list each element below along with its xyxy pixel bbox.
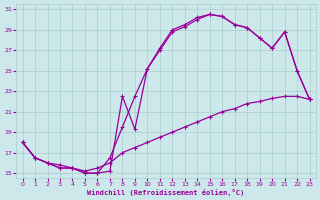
X-axis label: Windchill (Refroidissement éolien,°C): Windchill (Refroidissement éolien,°C) <box>87 189 245 196</box>
